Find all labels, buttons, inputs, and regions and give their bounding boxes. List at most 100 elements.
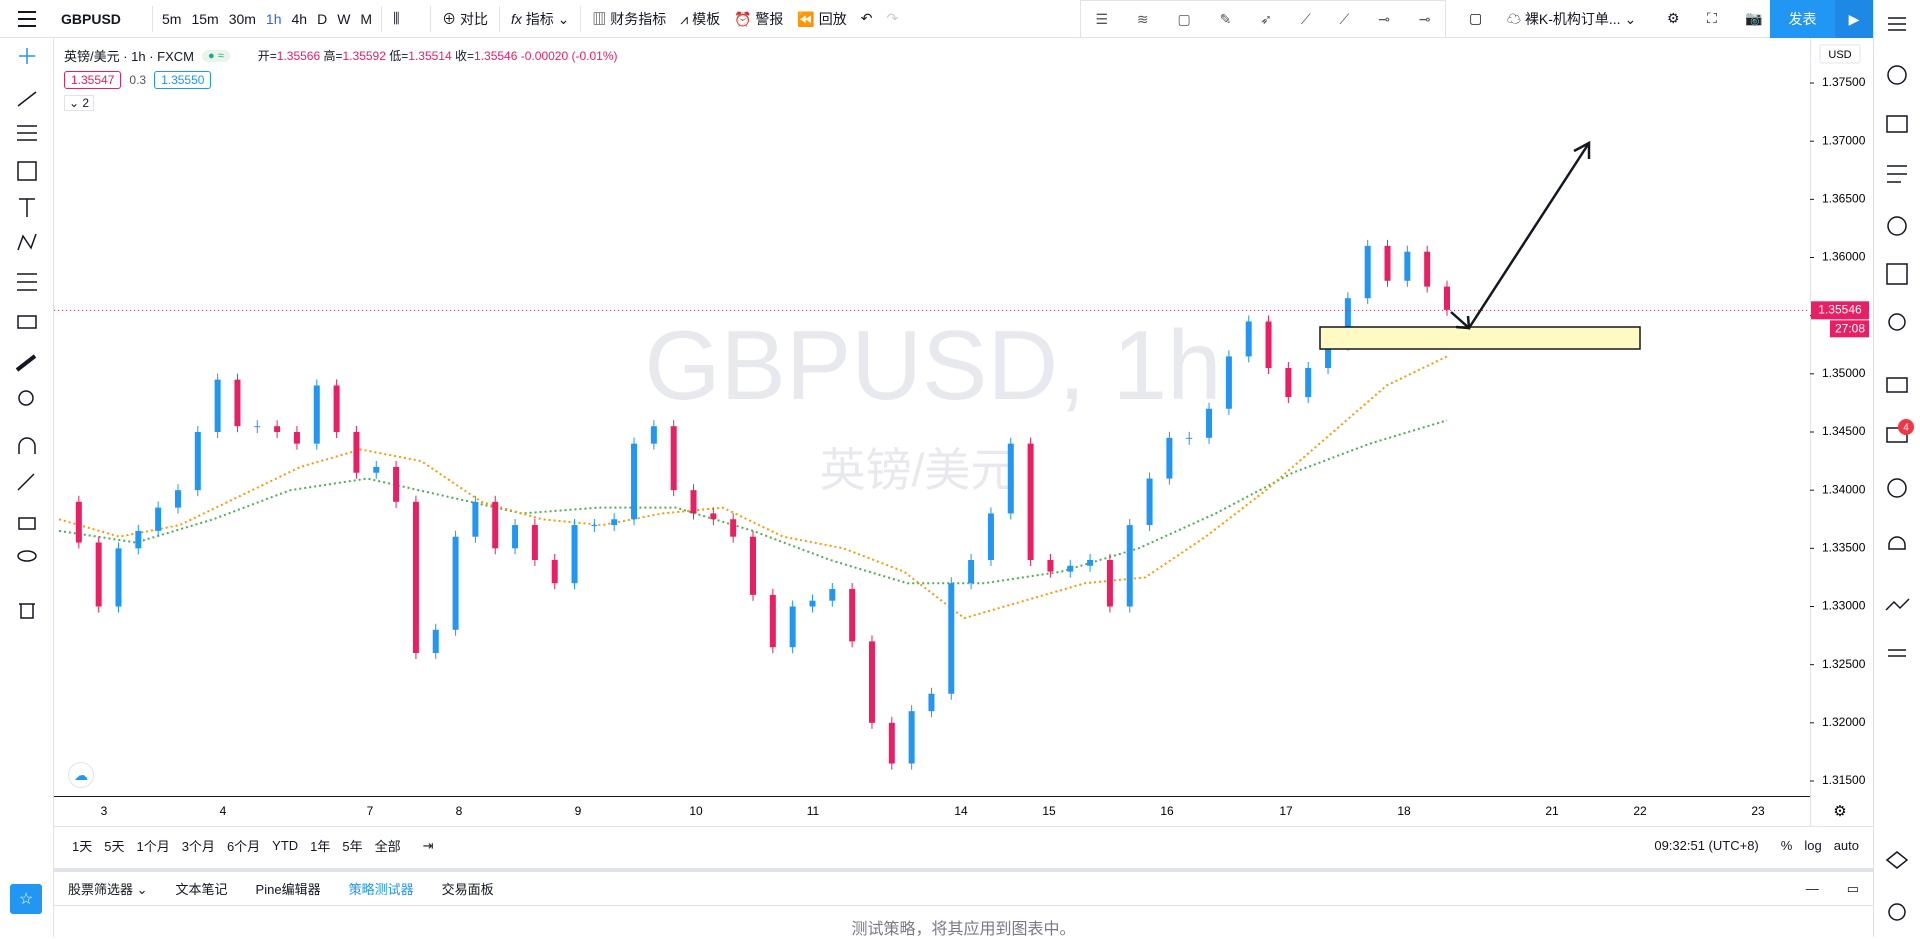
icon-tool[interactable] [17,315,37,329]
bid[interactable]: 1.35547 [64,71,122,89]
tab[interactable]: 策略测试器 [348,882,414,897]
financials-button[interactable]: ▥ 财务指标 [592,10,667,27]
trend-tool[interactable] [17,91,37,107]
range[interactable]: 3个月 [181,839,215,854]
interval[interactable]: D [317,10,328,27]
range[interactable]: 1天 [72,839,93,854]
zone-rectangle[interactable] [1319,326,1641,350]
alert-button[interactable]: ⏰ 警报 [734,10,784,27]
support-icon[interactable] [1887,478,1907,498]
draw-mode-tool[interactable] [17,473,35,491]
lock-tool[interactable] [18,517,36,530]
interval[interactable]: W [337,10,351,27]
candle-body [234,379,241,427]
interval[interactable]: 30m [228,10,256,27]
visibility-tool[interactable] [17,550,37,562]
list-icon[interactable] [1887,165,1907,183]
notifications-icon[interactable] [1888,536,1906,550]
interval[interactable]: 1h [265,10,282,27]
tool[interactable]: ☰ [1095,10,1108,27]
legend-title[interactable]: 英镑/美元 · 1h · FXCM [64,49,195,64]
tool[interactable]: ⊸ [1418,10,1431,27]
ask[interactable]: 1.35550 [154,71,212,89]
ideas-icon[interactable] [1888,313,1906,331]
layout-button[interactable]: ☁ 裸K-机构订单... ⌄ [1507,10,1637,27]
maximize[interactable]: ▭ [1846,880,1859,896]
shape-tool[interactable] [17,161,37,181]
depth-icon[interactable] [1888,649,1906,657]
replay-button[interactable]: ⏪ 回放 [797,10,847,27]
tool[interactable]: ✎ [1219,10,1232,27]
tab[interactable]: 交易面板 [441,882,494,897]
fullscreen[interactable]: ⛶ [1707,10,1717,26]
currency-box[interactable] [1819,44,1861,64]
trading-icon[interactable] [1885,598,1910,611]
watchlist-button[interactable] [10,884,42,914]
range[interactable]: 6个月 [226,839,261,854]
range[interactable]: 全部 [374,839,401,854]
tool[interactable]: ▢ [1177,10,1191,27]
range[interactable]: YTD [272,838,299,853]
candle-body [670,426,677,491]
scale-option[interactable]: % [1780,838,1793,853]
help-icon[interactable] [1888,903,1906,921]
range[interactable]: 5天 [104,839,125,854]
tab[interactable]: Pine编辑器 [255,882,321,897]
range[interactable]: 5年 [342,839,363,854]
scale-option[interactable]: auto [1833,838,1859,853]
tab[interactable]: 文本笔记 [175,882,228,897]
pattern-tool[interactable] [17,233,37,251]
settings[interactable]: ⚙ [1667,10,1680,26]
range[interactable]: 1年 [310,839,331,854]
watchlist-icon[interactable] [1888,17,1906,31]
templates-button[interactable]: ⩘ 模板 [680,10,721,27]
scale-option[interactable]: log [1804,838,1822,853]
hotlist-icon[interactable] [1887,216,1907,236]
indicators-button[interactable]: fx 指标 ⌄ [510,10,570,27]
alerts-icon[interactable] [1887,65,1907,85]
prediction-tool[interactable] [17,273,37,291]
layers-icon[interactable] [1885,851,1909,869]
redo[interactable]: ↷ [886,10,899,26]
chart-style[interactable]: ⫼ [393,10,400,26]
chat-icon[interactable] [1886,377,1908,393]
tool[interactable]: ≋ [1136,10,1149,27]
crosshair-tool[interactable] [19,48,35,64]
news-icon[interactable] [1886,115,1908,133]
symbol[interactable]: GBPUSD [61,10,121,27]
tool[interactable]: ⟋ [1300,10,1311,27]
interval[interactable]: 4h [291,10,308,27]
candle-body [1166,437,1173,479]
square-tool[interactable]: ▢ [1469,10,1483,26]
calendar-icon[interactable] [1886,263,1908,285]
interval[interactable]: M [360,10,373,27]
tool[interactable]: ⊸ [1378,10,1390,27]
text-tool[interactable] [19,198,35,217]
left-toolbar: ☆ [0,38,54,937]
range[interactable]: 1个月 [136,839,170,854]
delete-tool[interactable] [19,603,35,619]
goto-date[interactable]: ⇥ [422,837,434,853]
tool[interactable]: ➶ [1260,10,1272,27]
menu-icon[interactable] [0,0,54,38]
tab[interactable]: 股票筛选器 ⌄ [68,882,148,897]
arrow-path[interactable] [1450,142,1591,330]
undo[interactable]: ↶ [860,10,873,26]
logo[interactable]: ☁ [68,762,94,788]
fib-tool[interactable] [17,125,37,141]
compare-button[interactable]: ⊕ 对比 [442,10,488,27]
snapshot[interactable]: 📷 [1745,10,1763,26]
publish-button[interactable]: 发表 [1770,0,1835,38]
messages-icon[interactable] [1886,427,1908,443]
play-button[interactable]: ▶ [1835,0,1873,38]
interval[interactable]: 5m [162,10,182,27]
magnet-tool[interactable] [18,437,36,454]
tool[interactable]: ⟋ [1339,10,1350,27]
collapse-button[interactable]: ⌄ 2 [64,95,94,111]
axis-settings[interactable]: ⚙ [1833,803,1846,820]
zoom-tool[interactable] [18,390,34,406]
minimize[interactable]: — [1805,881,1819,896]
measure-tool[interactable] [15,354,37,372]
interval[interactable]: 15m [191,10,219,27]
time-axis-border [54,796,1810,797]
